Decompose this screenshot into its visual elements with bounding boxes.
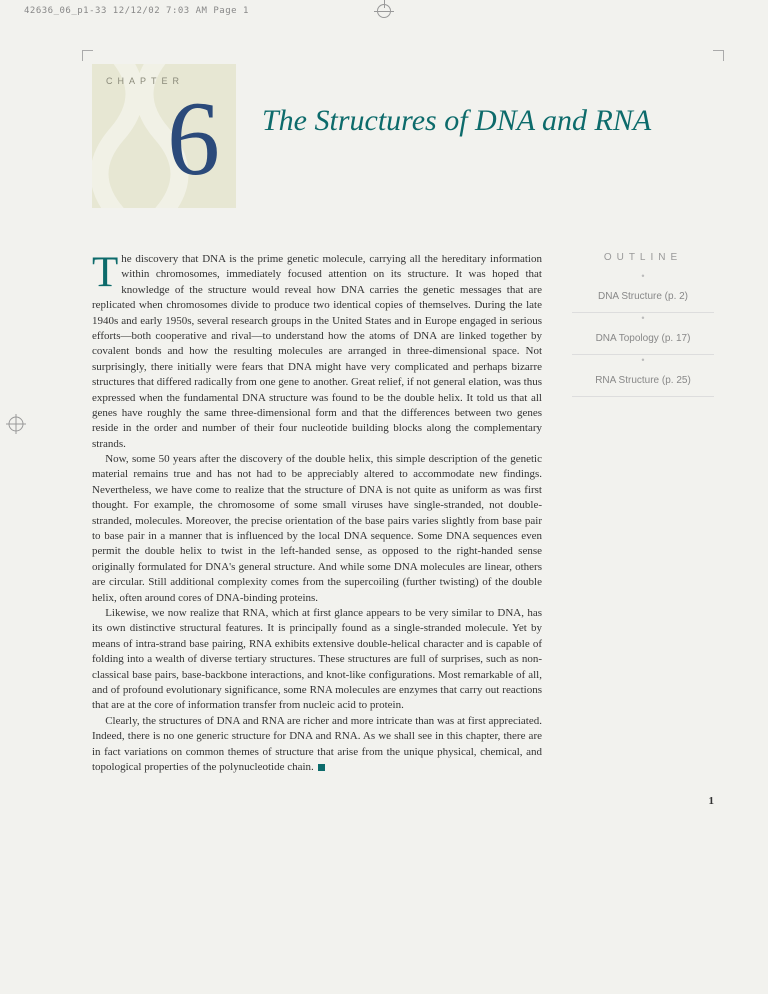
end-mark-icon (318, 764, 325, 771)
chapter-number: 6 (167, 86, 220, 192)
outline-bullet: • (572, 355, 714, 365)
outline-item-2: DNA Topology (p. 17) (572, 323, 714, 355)
paragraph-1: The discovery that DNA is the prime gene… (92, 252, 542, 452)
outline-bullet: • (572, 313, 714, 323)
outline-bullet: • (572, 271, 714, 281)
chapter-title: The Structures of DNA and RNA (262, 64, 651, 208)
outline-item-1: DNA Structure (p. 2) (572, 281, 714, 313)
content-area: The discovery that DNA is the prime gene… (92, 252, 714, 775)
paragraph-4: Clearly, the structures of DNA and RNA a… (92, 714, 542, 776)
outline-sidebar: OUTLINE • DNA Structure (p. 2) • DNA Top… (572, 252, 714, 775)
chapter-header: CHAPTER 6 The Structures of DNA and RNA (92, 64, 714, 208)
chapter-badge: CHAPTER 6 (92, 64, 236, 208)
body-text: The discovery that DNA is the prime gene… (92, 252, 542, 775)
corner-crop-marks (82, 50, 724, 60)
dropcap: T (92, 254, 118, 292)
page-content: CHAPTER 6 The Structures of DNA and RNA … (0, 16, 768, 847)
outline-item-3: RNA Structure (p. 25) (572, 365, 714, 397)
paragraph-3: Likewise, we now realize that RNA, which… (92, 606, 542, 714)
p1-text: he discovery that DNA is the prime genet… (92, 253, 542, 450)
paragraph-2: Now, some 50 years after the discovery o… (92, 452, 542, 606)
outline-heading: OUTLINE (572, 252, 714, 263)
page-number: 1 (92, 795, 714, 807)
